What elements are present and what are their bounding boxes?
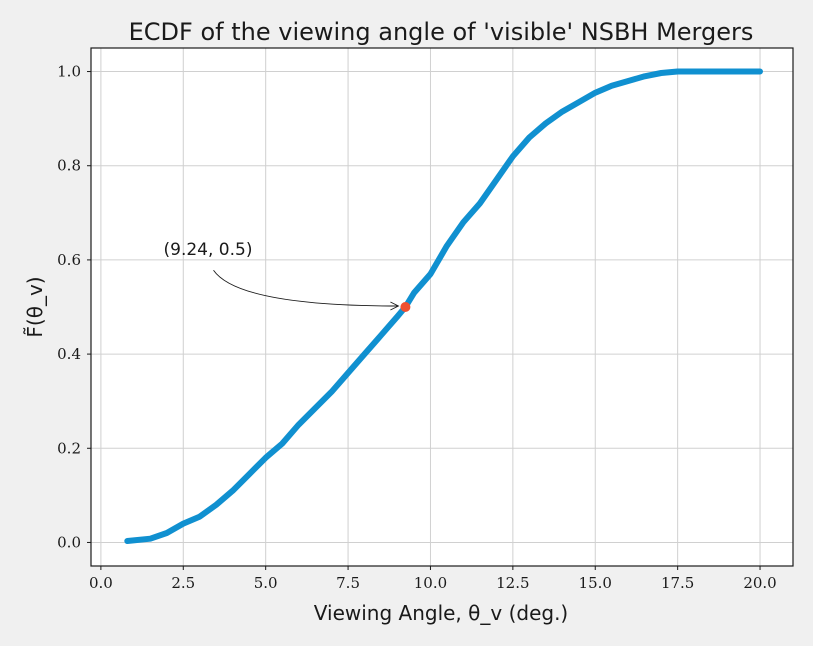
x-tick-label: 17.5 <box>661 574 694 592</box>
x-tick-label: 10.0 <box>414 574 447 592</box>
x-tick-label: 7.5 <box>336 574 360 592</box>
y-tick-label: 1.0 <box>57 63 81 81</box>
axis-ticks: 0.0 2.5 5.0 7.5 10.0 12.5 15.0 17.5 20.0 0.0 0.2 0.… <box>57 63 777 592</box>
annotation-text: (9.24, 0.5) <box>164 240 253 260</box>
grid <box>91 48 793 566</box>
x-axis-label: Viewing Angle, θ_v (deg.) <box>314 601 568 625</box>
y-axis-label: F̃(θ_v) <box>23 276 47 337</box>
plot-area <box>91 48 793 566</box>
plot-frame <box>90 47 794 567</box>
y-tick-label: 0.6 <box>57 251 81 269</box>
y-tick-label: 0.8 <box>57 157 81 175</box>
series-layer <box>124 68 763 544</box>
annotation-arrow <box>213 269 399 307</box>
annotation-arrowhead <box>390 301 400 311</box>
annotation-layer: (9.24, 0.5) <box>164 240 411 312</box>
y-tick-label: 0.4 <box>57 345 81 363</box>
x-tick-label: 5.0 <box>254 574 278 592</box>
ecdf-series-line <box>124 68 763 544</box>
chart-title: ECDF of the viewing angle of 'visible' N… <box>129 18 754 46</box>
x-tick-label: 20.0 <box>743 574 776 592</box>
x-tick-label: 0.0 <box>89 574 113 592</box>
x-tick-label: 12.5 <box>496 574 529 592</box>
x-tick-label: 2.5 <box>171 574 195 592</box>
x-tick-label: 15.0 <box>579 574 612 592</box>
y-tick-label: 0.0 <box>57 533 81 551</box>
y-tick-label: 0.2 <box>57 439 81 457</box>
highlight-point <box>400 302 411 312</box>
